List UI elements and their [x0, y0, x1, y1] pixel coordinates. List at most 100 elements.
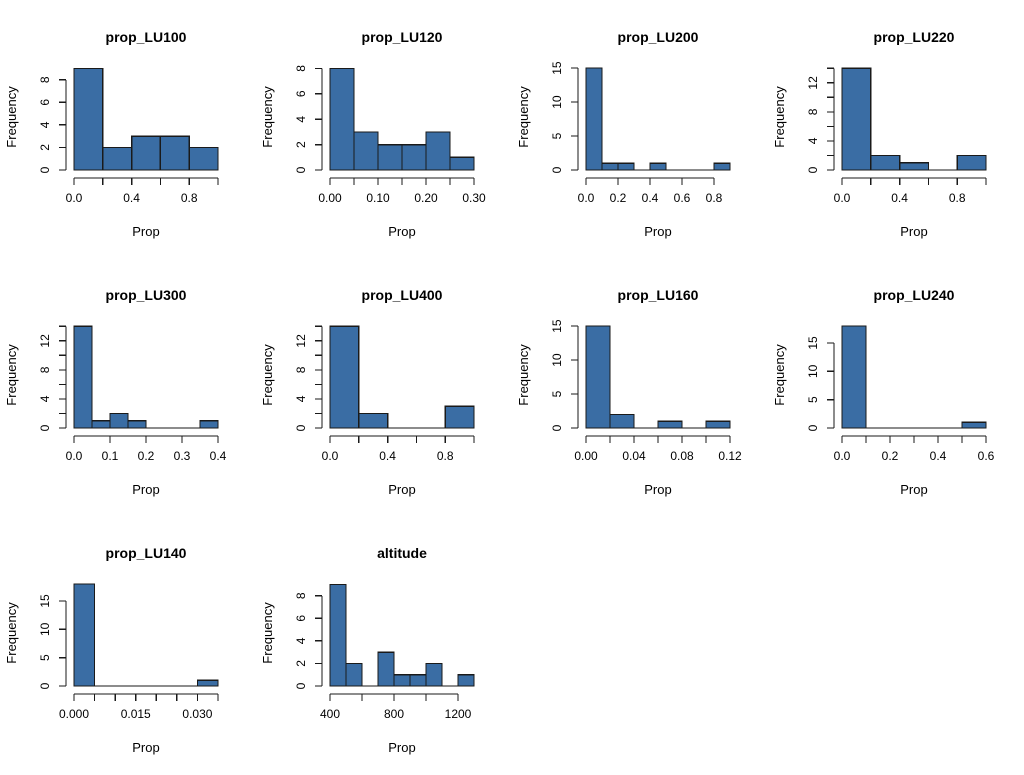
x-axis-label: Prop	[900, 482, 927, 497]
y-tick-label: 0	[806, 166, 820, 173]
y-tick-label: 4	[294, 395, 308, 402]
x-tick-label: 800	[384, 707, 404, 721]
chart-title: prop_LU400	[362, 287, 443, 303]
y-tick-label: 15	[806, 336, 820, 350]
panel-prop_LU120: prop_LU120 Frequency Prop 0 2 4 6 8 0.00 0.10 0.20…	[256, 0, 512, 258]
y-tick-label: 15	[550, 319, 564, 333]
y-tick-label: 4	[38, 395, 52, 402]
y-axis-label: Frequency	[260, 86, 275, 148]
histogram-bar	[601, 162, 619, 171]
x-tick-label: 0.4	[210, 449, 227, 463]
histogram-bar	[73, 325, 93, 429]
histogram-bar	[393, 674, 411, 687]
histogram-bar	[617, 162, 635, 171]
y-axis-label: Frequency	[516, 344, 531, 406]
histogram-bar	[353, 131, 379, 171]
histogram-prop_LU160: prop_LU160 Frequency Prop 0 5 10 15 0.00 0.04 0.0…	[516, 287, 742, 497]
chart-title: prop_LU100	[106, 29, 187, 45]
panel-altitude: altitude Frequency Prop 0 2 4 6 8 400 800 1200	[256, 516, 512, 774]
y-tick-label: 0	[550, 166, 564, 173]
y-tick-label: 2	[38, 144, 52, 151]
histogram-bar	[377, 143, 403, 171]
y-tick-label: 5	[550, 390, 564, 397]
histogram-prop_LU220: prop_LU220 Frequency Prop 0 4 8 12 0.0 0.4 0.8	[772, 29, 987, 239]
x-tick-label: 0.1	[102, 449, 119, 463]
x-tick-label: 0.4	[891, 191, 908, 205]
y-tick-label: 10	[550, 95, 564, 109]
chart-title: prop_LU200	[618, 29, 699, 45]
y-tick-label: 0	[806, 424, 820, 431]
histogram-bar	[329, 583, 347, 687]
x-tick-label: 0.4	[930, 449, 947, 463]
y-tick-label: 2	[294, 660, 308, 667]
panel-prop_LU100: prop_LU100 Frequency Prop 0 2 4 6 8 0.0 0.4 0.8	[0, 0, 256, 258]
chart-title: altitude	[377, 545, 427, 561]
chart-title: prop_LU140	[106, 545, 187, 561]
y-tick-label: 12	[294, 334, 308, 348]
y-tick-label: 8	[38, 366, 52, 373]
x-tick-label: 0.10	[366, 191, 390, 205]
x-tick-label: 0.0	[322, 449, 339, 463]
histogram-bar	[401, 143, 427, 171]
y-tick-label: 6	[294, 615, 308, 622]
y-tick-label: 8	[294, 65, 308, 72]
x-tick-label: 0.4	[123, 191, 140, 205]
y-axis-label: Frequency	[4, 602, 19, 664]
y-tick-label: 0	[294, 166, 308, 173]
histogram-bar	[585, 67, 603, 171]
panel-prop_LU240: prop_LU240 Frequency Prop 0 5 10 15 0.0 0.2 0.4 0.…	[768, 258, 1024, 516]
histogram-bar	[457, 674, 475, 687]
y-tick-label: 8	[38, 76, 52, 83]
y-tick-label: 5	[38, 654, 52, 661]
y-axis-label: Frequency	[260, 602, 275, 664]
histogram-bar	[409, 674, 427, 687]
histogram-bar	[127, 420, 147, 429]
x-tick-label: 0.6	[674, 191, 691, 205]
histogram-bar	[713, 162, 731, 171]
x-tick-label: 0.00	[318, 191, 342, 205]
y-axis-label: Frequency	[4, 344, 19, 406]
x-tick-label: 0.30	[462, 191, 486, 205]
y-tick-label: 6	[294, 90, 308, 97]
x-tick-label: 0.0	[834, 191, 851, 205]
histogram-prop_LU120: prop_LU120 Frequency Prop 0 2 4 6 8 0.00 0.10 0.20…	[260, 29, 486, 239]
x-tick-label: 0.0	[834, 449, 851, 463]
x-tick-label: 0.20	[414, 191, 438, 205]
chart-title: prop_LU300	[106, 287, 187, 303]
histogram-bar	[961, 421, 987, 429]
x-tick-label: 0.0	[66, 191, 83, 205]
y-tick-label: 4	[806, 137, 820, 144]
histogram-bar	[329, 325, 360, 429]
histogram-bar	[329, 67, 355, 171]
y-axis-label: Frequency	[4, 86, 19, 148]
x-axis-label: Prop	[132, 482, 159, 497]
y-axis-label: Frequency	[772, 344, 787, 406]
panel-prop_LU140: prop_LU140 Frequency Prop 0 5 10 15 0.000 0.015 0…	[0, 516, 256, 774]
x-axis-label: Prop	[388, 482, 415, 497]
x-tick-label: 0.2	[882, 449, 899, 463]
x-axis-label: Prop	[132, 740, 159, 755]
x-tick-label: 0.6	[978, 449, 995, 463]
x-axis-label: Prop	[132, 224, 159, 239]
panel-prop_LU400: prop_LU400 Frequency Prop 0 4 8 12 0.0 0.4 0.8	[256, 258, 512, 516]
histogram-bar	[91, 420, 111, 429]
x-axis-label: Prop	[388, 224, 415, 239]
histogram-bar	[870, 154, 901, 171]
histogram-prop_LU200: prop_LU200 Frequency Prop 0 5 10 15 0.0 0.2 0.4 0.…	[516, 29, 731, 239]
histogram-bar	[841, 67, 872, 171]
x-tick-label: 0.3	[174, 449, 191, 463]
x-tick-label: 0.000	[59, 707, 89, 721]
x-axis-label: Prop	[644, 482, 671, 497]
chart-title: prop_LU120	[362, 29, 443, 45]
x-tick-label: 0.8	[181, 191, 198, 205]
histogram-prop_LU100: prop_LU100 Frequency Prop 0 2 4 6 8 0.0 0.4 0.8	[4, 29, 219, 239]
x-tick-label: 0.4	[379, 449, 396, 463]
histogram-bar	[109, 412, 129, 429]
y-tick-label: 10	[550, 353, 564, 367]
x-tick-label: 0.08	[670, 449, 694, 463]
x-axis-label: Prop	[900, 224, 927, 239]
x-tick-label: 1200	[445, 707, 472, 721]
y-tick-label: 8	[294, 592, 308, 599]
y-tick-label: 12	[806, 76, 820, 90]
